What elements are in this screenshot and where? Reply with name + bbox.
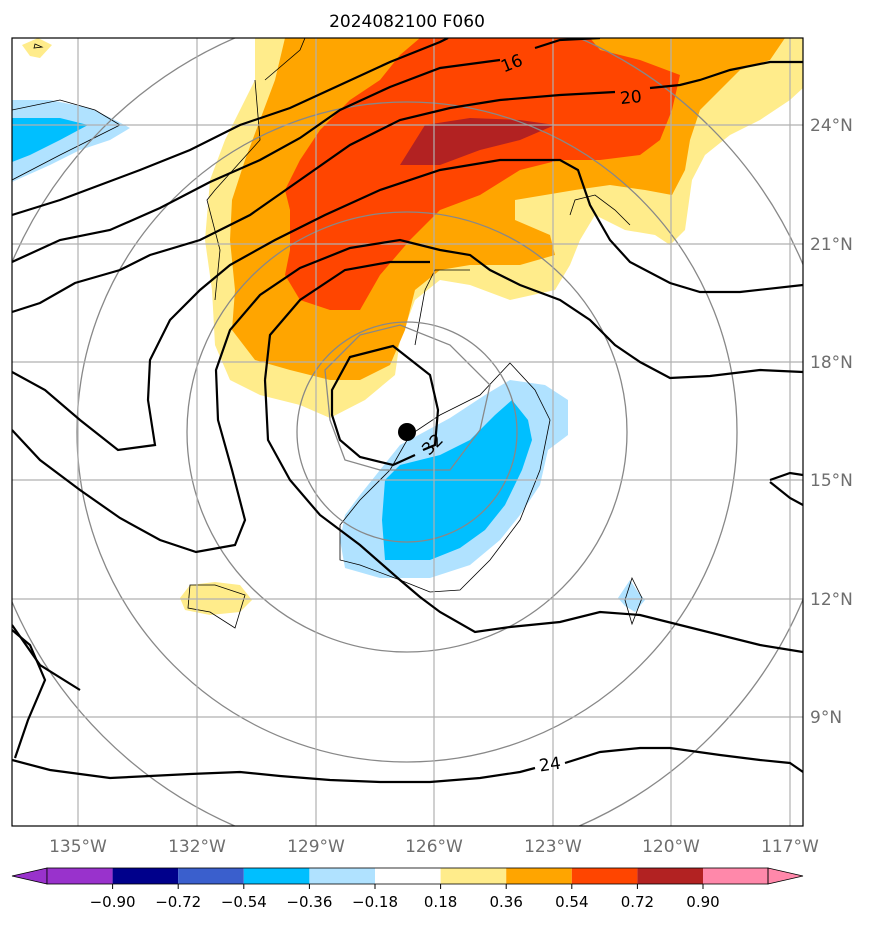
colorbar-tick-label: 0.90 [686, 893, 719, 911]
chart-title: 2024082100 F060 [329, 12, 485, 32]
range-ring-3 [76, 101, 738, 763]
contour-line [12, 60, 803, 314]
contour-line [12, 38, 449, 217]
lat-tick-24n: 24°N [810, 116, 853, 136]
lat-tick-9n: 9°N [810, 708, 842, 728]
colorbar-tick-label: 0.54 [555, 893, 588, 911]
contour-line [769, 471, 803, 506]
range-ring-1 [296, 321, 518, 543]
colorbar-bin [637, 868, 703, 884]
colorbar-tick-label: −0.90 [90, 893, 136, 911]
shading-layer [12, 38, 803, 615]
colorbar-tick-label: 0.72 [621, 893, 654, 911]
lon-tick-126w: 126°W [405, 837, 463, 857]
colorbar-bin [112, 868, 179, 884]
lat-tick-15n: 15°N [810, 471, 853, 491]
range-ring-inner [324, 324, 491, 471]
contour-line [12, 746, 803, 784]
colorbar-bin [309, 868, 375, 884]
longitude-tick-labels: 135°W 132°W 129°W 126°W 123°W 120°W 117°… [49, 837, 819, 857]
colorbar-extend-low [11, 867, 48, 885]
colorbar-extend-high [767, 867, 804, 885]
storm-center-marker [398, 423, 416, 441]
colorbar-bin [47, 868, 113, 884]
colorbar: −0.90 −0.72 −0.54 −0.36 −0.18 0.18 0.36 … [11, 867, 804, 911]
colorbar-bin [375, 868, 441, 884]
colorbar-tick-labels: −0.90 −0.72 −0.54 −0.36 −0.18 0.18 0.36 … [90, 893, 720, 911]
contour-line [12, 629, 47, 759]
contour-line [263, 260, 430, 381]
lat-tick-21n: 21°N [810, 235, 853, 255]
colorbar-tick-label: −0.54 [221, 893, 267, 911]
shade-small-blue [618, 580, 645, 612]
lon-tick-129w: 129°W [287, 837, 345, 857]
latitude-tick-labels: 24°N 21°N 18°N 15°N 12°N 9°N [810, 116, 853, 728]
map-frame [11, 37, 804, 827]
contour-label-20: 20 [619, 87, 643, 109]
lat-tick-18n: 18°N [810, 353, 853, 373]
colorbar-tick-label: −0.18 [352, 893, 398, 911]
contour-line [12, 38, 601, 263]
contour-label-24: 24 [538, 754, 562, 777]
colorbar-bin [506, 868, 572, 884]
colorbar-bin [703, 868, 768, 884]
lon-tick-132w: 132°W [168, 837, 226, 857]
range-ring-2 [186, 211, 628, 653]
lat-tick-12n: 12°N [810, 590, 853, 610]
colorbar-tick-label: −0.72 [155, 893, 201, 911]
lon-tick-117w: 117°W [761, 837, 819, 857]
lon-tick-135w: 135°W [49, 837, 107, 857]
colorbar-ticks [112, 884, 704, 889]
thick-contours [12, 38, 803, 784]
colorbar-tick-label: 0.18 [424, 893, 457, 911]
contour-line [12, 158, 803, 452]
lon-tick-120w: 120°W [642, 837, 700, 857]
contour-line-32 [330, 344, 440, 467]
colorbar-tick-label: 0.36 [489, 893, 522, 911]
shade-negative-036-west [12, 118, 88, 162]
colorbar-frame [46, 867, 769, 885]
range-rings [12, 38, 803, 826]
grid-lines [12, 38, 803, 826]
colorbar-bin [178, 868, 244, 884]
colorbar-bin [440, 868, 507, 884]
contour-line [12, 379, 803, 691]
contour-line [12, 238, 803, 554]
colorbar-tick-label: −0.36 [286, 893, 332, 911]
colorbar-bin [243, 868, 310, 884]
shade-positive-090 [400, 118, 555, 165]
colorbar-bin [571, 868, 638, 884]
lon-tick-123w: 123°W [524, 837, 582, 857]
